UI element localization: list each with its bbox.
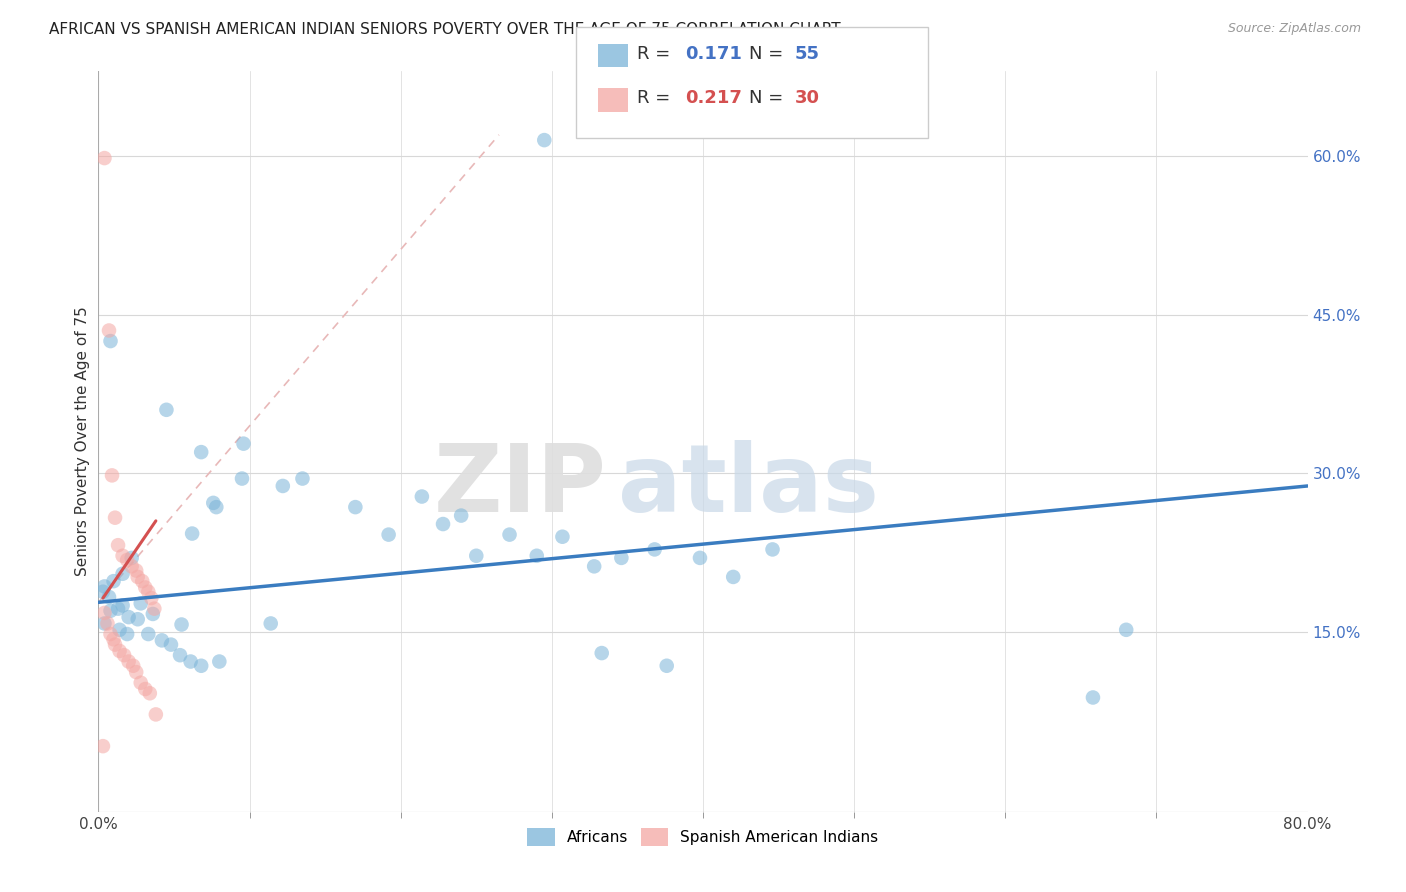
Point [655, 658, 678, 673]
Point [93, 616, 115, 631]
Point [104, 510, 127, 524]
Point [432, 516, 454, 531]
Point [104, 638, 127, 652]
Point [96, 616, 118, 631]
Point [160, 638, 183, 652]
Text: N =: N = [749, 45, 789, 62]
Point [118, 655, 141, 669]
Point [115, 627, 138, 641]
Point [100, 334, 122, 348]
Point [134, 581, 156, 595]
Point [644, 542, 666, 557]
Text: AFRICAN VS SPANISH AMERICAN INDIAN SENIORS POVERTY OVER THE AGE OF 75 CORRELATIO: AFRICAN VS SPANISH AMERICAN INDIAN SENIO… [49, 22, 841, 37]
Point [232, 436, 254, 450]
Point [111, 549, 134, 563]
Point [610, 550, 633, 565]
Text: 55: 55 [794, 45, 820, 62]
Point [689, 550, 711, 565]
Point [134, 681, 156, 696]
Point [344, 500, 367, 515]
Point [115, 553, 138, 567]
Text: 30: 30 [794, 89, 820, 107]
Legend: Africans, Spanish American Indians: Africans, Spanish American Indians [522, 822, 884, 852]
Point [101, 468, 124, 483]
Point [181, 526, 204, 541]
Point [93, 151, 115, 165]
Point [142, 607, 165, 621]
Point [145, 707, 167, 722]
Point [260, 616, 283, 631]
Point [231, 472, 253, 486]
Point [291, 472, 314, 486]
Point [121, 550, 143, 565]
Point [112, 648, 135, 663]
Text: 0.171: 0.171 [685, 45, 741, 62]
Point [170, 617, 193, 632]
Point [190, 445, 212, 459]
Text: R =: R = [637, 89, 676, 107]
Point [107, 601, 129, 615]
Point [98, 590, 121, 604]
Point [125, 665, 148, 679]
Point [377, 527, 399, 541]
Point [129, 596, 152, 610]
Point [108, 623, 131, 637]
Text: Source: ZipAtlas.com: Source: ZipAtlas.com [1227, 22, 1361, 36]
Point [125, 564, 148, 578]
Point [141, 591, 163, 605]
Point [111, 599, 134, 613]
Point [100, 604, 122, 618]
Point [91, 739, 114, 753]
Point [136, 627, 159, 641]
Point [127, 570, 149, 584]
Point [1081, 690, 1104, 705]
Point [103, 632, 125, 647]
Point [551, 530, 574, 544]
Point [761, 542, 783, 557]
Text: N =: N = [749, 89, 789, 107]
Point [108, 644, 131, 658]
Point [180, 655, 202, 669]
Point [465, 549, 488, 563]
Point [411, 490, 433, 504]
Text: 0.217: 0.217 [685, 89, 741, 107]
Point [103, 574, 125, 589]
Point [498, 527, 520, 541]
Point [155, 402, 177, 417]
Point [107, 538, 129, 552]
Point [190, 658, 212, 673]
Point [122, 658, 145, 673]
Point [591, 646, 613, 660]
Point [143, 601, 166, 615]
Point [526, 549, 548, 563]
Point [121, 559, 143, 574]
Point [208, 655, 231, 669]
Point [139, 686, 162, 700]
Point [131, 574, 153, 589]
Y-axis label: Seniors Poverty Over the Age of 75: Seniors Poverty Over the Age of 75 [75, 307, 90, 576]
Point [100, 627, 122, 641]
Point [91, 584, 114, 599]
Text: ZIP: ZIP [433, 440, 606, 532]
Point [150, 633, 173, 648]
Point [118, 610, 141, 624]
Point [93, 606, 115, 620]
Point [533, 133, 555, 147]
Point [271, 479, 294, 493]
Point [723, 570, 745, 584]
Point [129, 675, 152, 690]
Point [1115, 623, 1137, 637]
Text: R =: R = [637, 45, 676, 62]
Point [127, 612, 149, 626]
Text: atlas: atlas [619, 440, 879, 532]
Point [93, 579, 115, 593]
Point [98, 324, 121, 338]
Point [450, 508, 472, 523]
Point [136, 584, 159, 599]
Point [205, 500, 228, 515]
Point [202, 496, 225, 510]
Point [583, 559, 606, 574]
Point [169, 648, 191, 663]
Point [111, 566, 134, 581]
